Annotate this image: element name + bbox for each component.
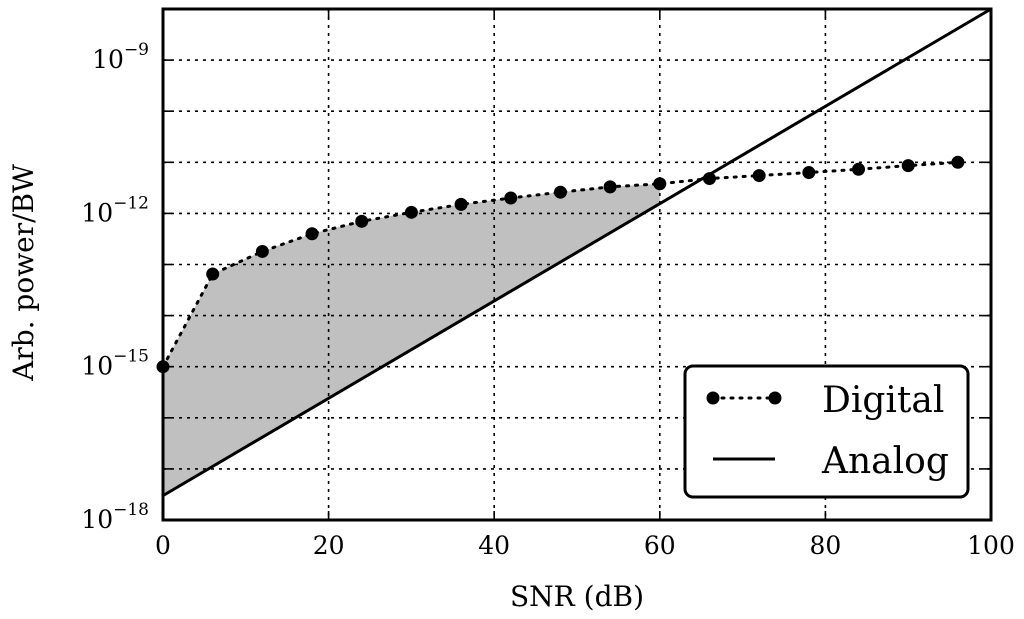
- legend: Digital Analog: [683, 364, 970, 499]
- digital-point: [305, 227, 319, 241]
- digital-point: [255, 244, 269, 258]
- x-axis-title: SNR (dB): [510, 580, 644, 613]
- tick-label-layer: 0 20 40 60 80 100 10−18 10−15 10−12 10−9: [81, 40, 1015, 560]
- digital-point: [553, 185, 567, 199]
- y-tick-label: 10−15: [81, 347, 149, 381]
- digital-point: [901, 159, 915, 173]
- digital-point: [702, 172, 716, 186]
- digital-point: [603, 180, 617, 194]
- digital-point: [653, 177, 667, 191]
- digital-point: [802, 166, 816, 180]
- shaded-region-layer: [163, 183, 660, 496]
- legend-label-digital: Digital: [822, 380, 944, 421]
- legend-digital-marker: [768, 391, 782, 405]
- x-tick-label: 40: [478, 531, 510, 560]
- legend-box: [683, 364, 970, 499]
- series-analog-line: [162, 7, 992, 497]
- tick-layer: [162, 8, 992, 521]
- legend-digital-marker: [706, 391, 720, 405]
- digital-point: [752, 169, 766, 183]
- digital-point: [504, 191, 518, 205]
- legend-label-analog: Analog: [821, 441, 949, 482]
- x-tick-label: 100: [967, 531, 1015, 560]
- x-tick-label: 80: [809, 531, 841, 560]
- x-tick-label: 60: [644, 531, 676, 560]
- series-digital-line: [161, 160, 960, 369]
- digital-point: [852, 162, 866, 176]
- series-layer: [156, 7, 992, 497]
- digital-point: [454, 197, 468, 211]
- digital-point: [206, 267, 220, 281]
- y-tick-label: 10−9: [92, 40, 149, 74]
- y-tick-label: 10−12: [81, 193, 149, 227]
- digital-point: [404, 205, 418, 219]
- y-tick-label: 10−18: [81, 500, 149, 534]
- x-tick-label: 20: [313, 531, 345, 560]
- x-tick-label: 0: [155, 531, 171, 560]
- digital-point: [355, 214, 369, 228]
- y-axis-title: Arb. power/BW: [7, 164, 40, 382]
- shaded-region: [163, 183, 660, 496]
- digital-point: [951, 155, 965, 169]
